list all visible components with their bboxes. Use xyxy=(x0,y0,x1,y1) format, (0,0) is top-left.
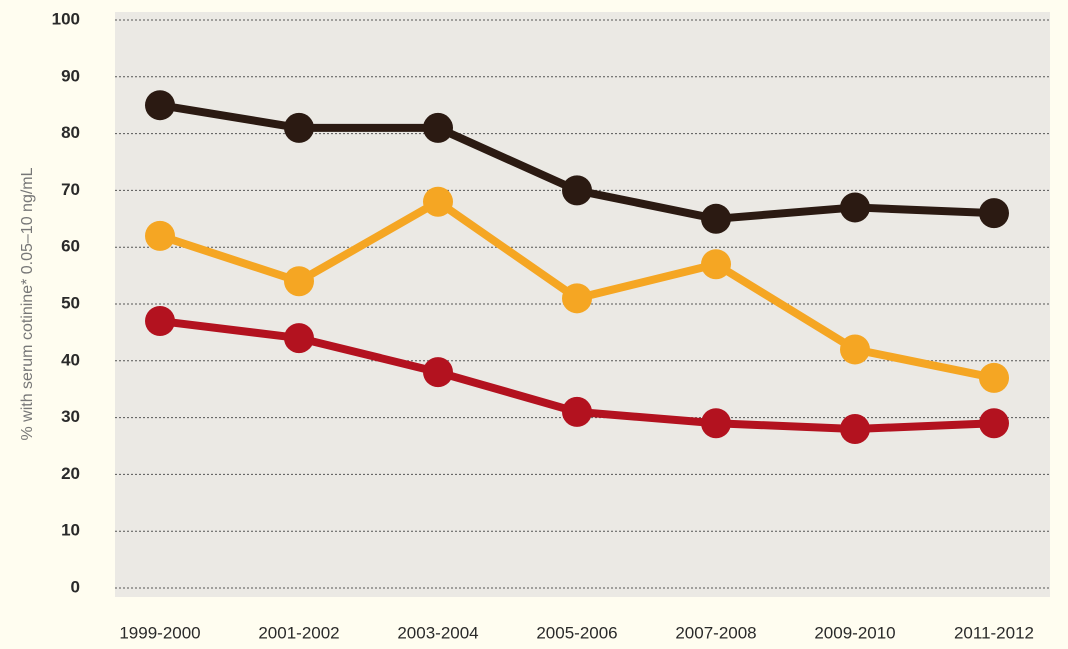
data-point xyxy=(701,408,731,439)
y-tick-label: 40 xyxy=(61,350,80,369)
data-point xyxy=(840,413,870,444)
data-point xyxy=(423,357,453,388)
y-tick-label: 80 xyxy=(61,123,80,142)
data-point xyxy=(562,396,592,427)
y-tick-label: 70 xyxy=(61,180,80,199)
data-point xyxy=(284,266,314,297)
data-point xyxy=(145,90,175,121)
y-tick-label: 0 xyxy=(71,577,80,596)
data-point xyxy=(284,323,314,354)
y-tick-label: 100 xyxy=(52,9,80,28)
data-point xyxy=(423,112,453,143)
x-tick-label: 2003-2004 xyxy=(397,623,478,642)
y-axis-label: % with serum cotinine* 0.05–10 ng/mL xyxy=(19,167,36,440)
y-tick-label: 90 xyxy=(61,66,80,85)
y-tick-label: 10 xyxy=(61,521,80,540)
data-point xyxy=(423,186,453,217)
data-point xyxy=(979,198,1009,229)
data-point xyxy=(145,306,175,337)
x-tick-label: 2007-2008 xyxy=(675,623,756,642)
y-tick-label: 30 xyxy=(61,407,80,426)
data-point xyxy=(840,334,870,365)
x-tick-label: 2005-2006 xyxy=(536,623,617,642)
data-point xyxy=(562,175,592,206)
x-tick-label: 1999-2000 xyxy=(119,623,200,642)
x-tick-label: 2011-2012 xyxy=(954,623,1034,642)
y-tick-label: 20 xyxy=(61,464,80,483)
data-point xyxy=(284,112,314,143)
data-point xyxy=(562,283,592,314)
y-tick-label: 60 xyxy=(61,237,80,256)
data-point xyxy=(145,220,175,251)
x-tick-label: 2009-2010 xyxy=(814,623,895,642)
data-point xyxy=(840,192,870,223)
data-point xyxy=(979,408,1009,439)
data-point xyxy=(701,203,731,234)
y-tick-label: 50 xyxy=(61,293,80,312)
data-point xyxy=(701,249,731,280)
data-point xyxy=(979,362,1009,393)
x-tick-label: 2001-2002 xyxy=(258,623,339,642)
